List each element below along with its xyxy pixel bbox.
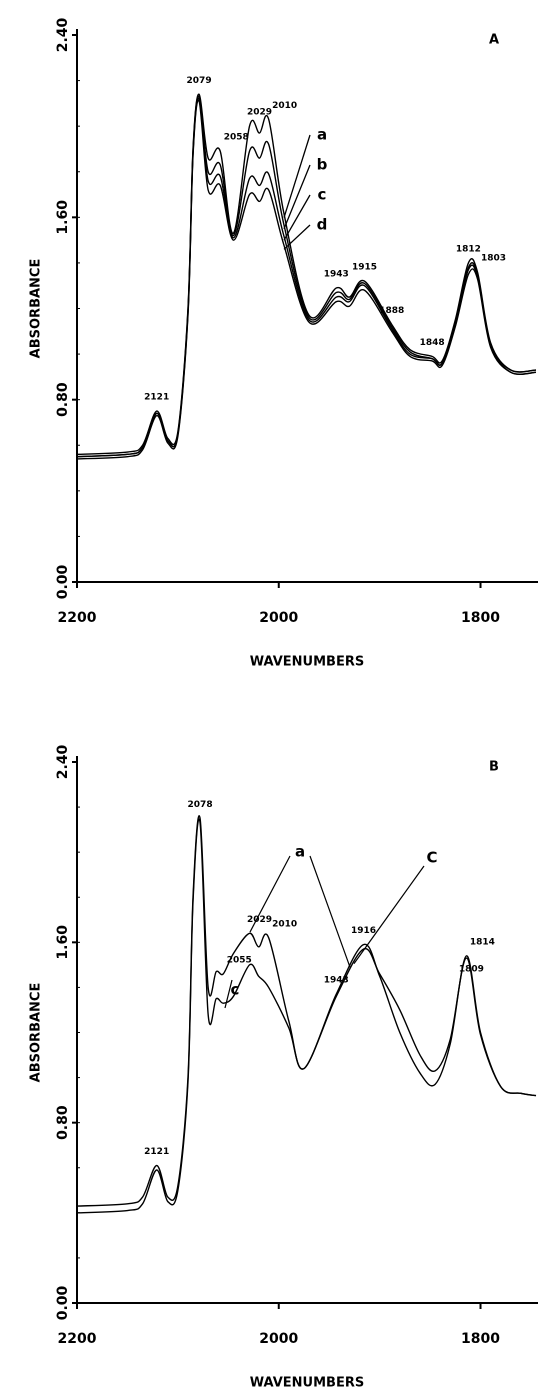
y-tick-label: 1.60 — [55, 200, 71, 235]
peak-label: 2058 — [224, 133, 249, 143]
leader-line — [283, 134, 311, 218]
peak-label: 2121 — [144, 1147, 169, 1157]
x-tick-label: 1800 — [461, 1331, 500, 1347]
y-axis-label: ABSORBANCE — [29, 259, 44, 359]
y-tick-label: 0.80 — [55, 1105, 71, 1140]
y-axis-label: ABSORBANCE — [29, 983, 44, 1083]
peak-label: 2029 — [247, 108, 272, 118]
peak-label: 1812 — [456, 244, 481, 254]
peak-label: 2121 — [144, 393, 169, 403]
x-tick-label: 1800 — [461, 610, 500, 626]
x-tick-label: 2200 — [58, 1331, 97, 1347]
series-label: a — [317, 126, 327, 144]
peak-label: 2010 — [272, 919, 297, 929]
spectrum-line — [76, 99, 537, 460]
peak-label: 1888 — [379, 306, 404, 316]
peak-label: 1915 — [352, 263, 377, 273]
peak-label: 1814 — [470, 937, 495, 947]
series-label: b — [317, 156, 328, 174]
peak-label: 2010 — [272, 101, 297, 111]
peak-label: 2078 — [188, 800, 213, 810]
x-axis-label: WAVENUMBERS — [250, 1376, 364, 1391]
peak-label: 2029 — [247, 915, 272, 925]
leader-line — [283, 164, 311, 230]
x-tick-label: 2000 — [259, 610, 298, 626]
peak-label: 2055 — [227, 955, 252, 965]
peak-label: 1916 — [351, 926, 376, 936]
panel-label: B — [489, 760, 499, 775]
leader-line — [224, 979, 233, 1009]
y-tick-label: 0.00 — [55, 564, 71, 599]
peak-label: 1943 — [324, 269, 349, 279]
y-tick-label: 0.00 — [55, 1285, 71, 1320]
leader-line — [283, 194, 311, 241]
peak-label: 1943 — [324, 976, 349, 986]
series-label: a — [295, 843, 305, 861]
y-tick-label: 2.40 — [55, 744, 71, 779]
peak-label: 1848 — [420, 338, 445, 348]
y-tick-label: 2.40 — [55, 17, 71, 52]
leader-line — [353, 865, 425, 964]
leader-line — [309, 855, 351, 968]
peak-label: 1803 — [481, 254, 506, 264]
peak-label: 1809 — [459, 965, 484, 975]
series-label: d — [317, 216, 328, 234]
leader-line — [283, 224, 311, 250]
y-tick-label: 0.80 — [55, 382, 71, 417]
extra-label: C — [426, 849, 437, 867]
spectrum-line — [76, 818, 537, 1214]
leader-line — [249, 855, 291, 933]
x-axis-label: WAVENUMBERS — [250, 655, 364, 670]
peak-label: 2079 — [187, 76, 212, 86]
x-tick-label: 2200 — [58, 610, 97, 626]
panel-label: A — [489, 33, 499, 48]
series-label: c — [318, 186, 327, 204]
series-label: c — [231, 981, 240, 999]
x-tick-label: 2000 — [259, 1331, 298, 1347]
y-tick-label: 1.60 — [55, 925, 71, 960]
